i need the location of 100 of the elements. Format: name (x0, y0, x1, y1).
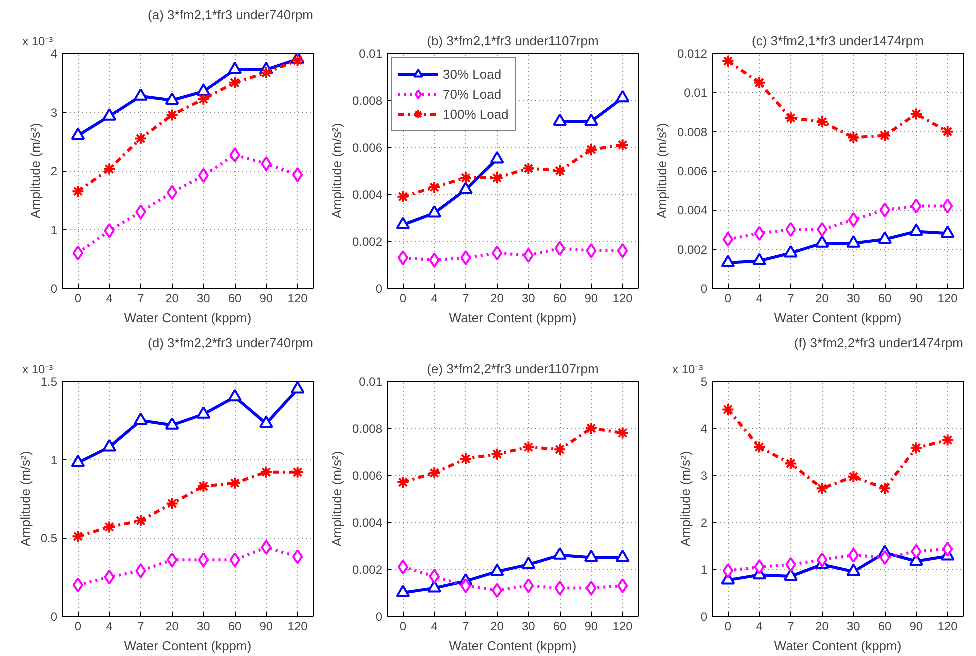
y-tick-label: 1 (50, 453, 58, 468)
y-tick-label: 0.01 (684, 86, 708, 100)
x-tick-label: 4 (431, 292, 438, 306)
y-tick-label: 0 (50, 610, 58, 624)
y-axis-title: Amplitude (m/s²) (18, 451, 33, 547)
text: x 10⁻³ (22, 362, 54, 376)
y-tick-label: 3 (700, 469, 708, 483)
y-axis-title: Amplitude (m/s²) (329, 451, 344, 547)
y-tick-label: 0 (700, 610, 708, 624)
x-tick-label: 7 (788, 292, 795, 306)
x-tick-label: 0 (724, 620, 732, 634)
x-tick-label: 60 (553, 620, 568, 634)
x-tick-label: 30 (847, 620, 861, 634)
x-tick-label: 30 (197, 620, 211, 634)
x-tick-label: 90 (260, 620, 274, 634)
y-tick-label: 1.5 (40, 375, 58, 389)
x-tick-label: 20 (490, 292, 504, 306)
y-tick-label: 0.006 (352, 141, 383, 155)
legend-label: 70% Load (443, 86, 502, 102)
x-tick-label: 30 (522, 292, 536, 306)
y-tick-label: 3 (50, 106, 58, 120)
x-tick-label: 120 (288, 292, 308, 306)
y-tick-label: 0.5 (40, 532, 58, 546)
x-tick-label: 0 (724, 292, 732, 306)
y-tick-label: 0.01 (359, 47, 383, 61)
chart-title: (c) 3*fm2,1*fr3 under1474rpm (752, 34, 924, 48)
y-tick-label: 0 (50, 282, 58, 296)
x-tick-label: 90 (910, 620, 924, 634)
y-tick-label: 5 (700, 375, 708, 389)
x-tick-label: 20 (166, 292, 180, 306)
x-tick-label: 4 (756, 620, 764, 634)
x-tick-label: 7 (462, 620, 470, 634)
x-tick-label: 30 (847, 292, 861, 306)
y-tick-label: 0 (376, 610, 383, 624)
x-tick-label: 120 (612, 620, 634, 634)
y-tick-label: 0.006 (677, 164, 708, 178)
x-axis-title: Water Content (kppm) (774, 638, 902, 654)
y-tick-label: 4 (700, 422, 708, 436)
y-tick-label: 0.008 (352, 422, 383, 436)
x-tick-label: 4 (106, 620, 114, 634)
x-tick-label: 120 (288, 620, 308, 634)
x-tick-label: 20 (816, 292, 830, 306)
x-tick-label: 0 (74, 620, 82, 634)
x-tick-label: 20 (816, 620, 830, 634)
x-tick-label: 0 (400, 620, 407, 634)
x-tick-label: 90 (584, 292, 598, 306)
y-tick-label: 0.002 (352, 235, 383, 249)
text: x 10⁻³ (672, 362, 704, 376)
x-tick-label: 60 (878, 292, 892, 306)
legend-label: 30% Load (443, 66, 502, 82)
x-tick-label: 4 (756, 292, 764, 306)
y-axis-title: Amplitude (m/s²) (28, 123, 43, 219)
chart-title: (b) 3*fm2,1*fr3 under1107rpm (427, 34, 599, 48)
x-tick-label: 4 (431, 620, 438, 634)
x-axis-title: Water Content (kppm) (124, 310, 252, 326)
y-axis-title: Amplitude (m/s²) (678, 451, 693, 547)
x-tick-label: 7 (462, 292, 470, 306)
x-axis-title: Water Content (kppm) (449, 310, 577, 326)
x-axis-title: Water Content (kppm) (124, 638, 252, 654)
y-tick-label: 1 (700, 563, 708, 577)
legend-label: 100% Load (443, 106, 509, 122)
x-tick-label: 7 (138, 620, 145, 634)
x-tick-label: 20 (490, 620, 504, 634)
x-tick-label: 120 (938, 620, 958, 634)
chart-title: (e) 3*fm2,2*fr3 under1107rpm (427, 362, 599, 376)
chart-title: (a) 3*fm2,1*fr3 under740rpm (148, 8, 314, 22)
y-tick-label: 1 (50, 223, 58, 238)
y-tick-label: 0.004 (677, 204, 708, 218)
x-tick-label: 7 (788, 620, 795, 634)
y-axis-title: Amplitude (m/s²) (654, 123, 670, 219)
x-tick-label: 0 (74, 292, 82, 306)
x-tick-label: 60 (553, 292, 568, 306)
y-tick-label: 0.004 (352, 188, 383, 202)
y-tick-label: 2 (50, 164, 58, 178)
x-tick-label: 120 (938, 292, 958, 306)
y-tick-label: 0.006 (352, 469, 383, 483)
y-tick-label: 0.004 (352, 516, 383, 530)
x-tick-label: 90 (910, 292, 924, 306)
y-tick-label: 2 (700, 516, 708, 530)
chart-title: (d) 3*fm2,2*fr3 under740rpm (148, 336, 314, 350)
x-tick-label: 20 (166, 620, 180, 634)
y-tick-label: 0.008 (352, 94, 383, 108)
x-tick-label: 90 (584, 620, 598, 634)
y-tick-label: 0.012 (677, 47, 708, 61)
y-tick-label: 0.01 (359, 375, 383, 389)
y-tick-label: 0.002 (352, 563, 383, 577)
x-tick-label: 30 (197, 292, 211, 306)
x-tick-label: 0 (400, 292, 407, 306)
x-tick-label: 120 (612, 292, 634, 306)
text: x 10⁻³ (22, 34, 54, 48)
x-tick-label: 60 (228, 620, 242, 634)
x-tick-label: 60 (878, 620, 892, 634)
x-tick-label: 60 (228, 292, 242, 306)
x-tick-label: 7 (138, 292, 145, 306)
y-tick-label: 0.008 (677, 125, 708, 140)
y-tick-label: 4 (50, 47, 58, 61)
x-axis-title: Water Content (kppm) (774, 310, 902, 326)
y-tick-label: 0 (376, 282, 383, 296)
y-axis-title: Amplitude (m/s²) (329, 123, 344, 219)
y-tick-label: 0.002 (677, 242, 708, 257)
